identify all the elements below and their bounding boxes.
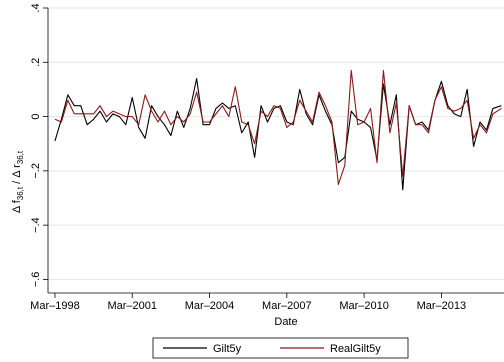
x-tick-label-4: Mar–2010: [339, 300, 389, 312]
x-axis-title: Date: [274, 316, 297, 328]
y-axis-title-mid: / Δ r: [11, 164, 23, 187]
y-axis-title-main: Δ f: [11, 199, 23, 213]
y-tick-label-3: 0: [30, 114, 42, 120]
y-tick-label-1: −.4: [30, 217, 42, 233]
legend-label-realgilt5y: RealGilt5y: [330, 343, 381, 355]
x-tick-label-2: Mar–2004: [185, 300, 235, 312]
gridlines: [48, 7, 504, 280]
y-tick-label-2: −.2: [30, 163, 42, 179]
y-tick-label-0: −.6: [30, 272, 42, 288]
y-tick-label-5: .4: [30, 3, 42, 12]
x-tick-label-0: Mar–1998: [30, 300, 80, 312]
legend: Gilt5y RealGilt5y: [152, 337, 409, 359]
series-line-realgilt5y: [54, 69, 502, 185]
y-axis-title-sub2: 36,t: [16, 150, 25, 164]
x-tick-label-1: Mar–2001: [107, 300, 157, 312]
series-lines: [54, 69, 502, 191]
legend-label-gilt5y: Gilt5y: [213, 343, 242, 355]
y-axis-title: Δ f36,t / Δ r36,t: [11, 150, 25, 213]
y-axis-title-sub1: 36,t: [16, 186, 25, 200]
y-tick-label-4: .2: [30, 58, 42, 67]
x-tick-label-5: Mar–2013: [417, 300, 467, 312]
x-tick-label-3: Mar–2007: [262, 300, 312, 312]
axes: −.6 −.4 −.2 0 .2 .4 Mar–1998 Mar–2001 Mar–2004 Ma…: [30, 3, 504, 312]
